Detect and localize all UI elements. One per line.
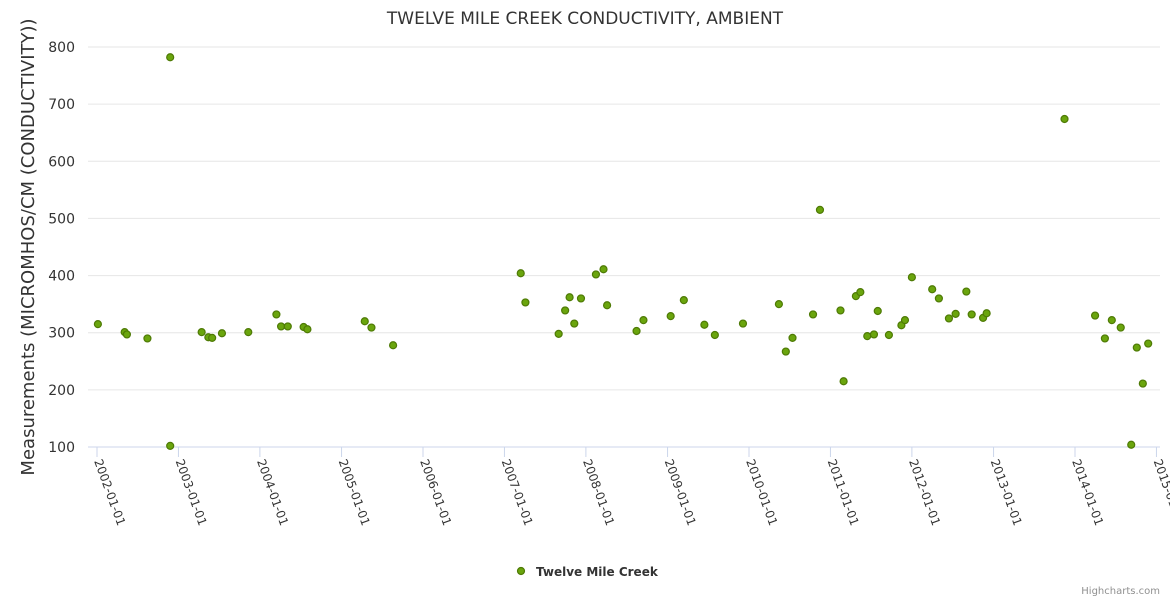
y-tick-label: 600	[48, 154, 75, 170]
data-point[interactable]	[283, 322, 292, 331]
data-point[interactable]	[166, 441, 175, 450]
data-point[interactable]	[639, 316, 648, 325]
y-tick-label: 100	[48, 440, 75, 456]
data-point[interactable]	[303, 325, 312, 334]
data-point[interactable]	[836, 306, 845, 315]
data-point[interactable]	[521, 298, 530, 307]
data-point[interactable]	[554, 329, 563, 338]
x-tick-label: 2014-01-01	[1069, 457, 1106, 527]
data-point[interactable]	[570, 319, 579, 328]
data-point[interactable]	[1100, 334, 1110, 343]
data-point[interactable]	[166, 53, 175, 62]
data-point[interactable]	[93, 320, 102, 329]
data-point[interactable]	[944, 314, 954, 323]
legend[interactable]: Twelve Mile Creek	[516, 565, 659, 579]
x-tick-label: 2007-01-01	[499, 457, 536, 527]
data-point[interactable]	[700, 320, 709, 329]
data-point[interactable]	[679, 296, 688, 305]
data-point[interactable]	[907, 273, 916, 282]
data-point[interactable]	[982, 309, 991, 318]
x-tick-label: 2003-01-01	[173, 457, 210, 527]
data-point[interactable]	[388, 341, 398, 350]
data-point[interactable]	[591, 270, 601, 279]
data-point[interactable]	[197, 328, 206, 337]
y-tick-label: 700	[48, 97, 75, 113]
data-point[interactable]	[873, 306, 882, 316]
data-point[interactable]	[576, 294, 586, 303]
data-point[interactable]	[869, 330, 879, 339]
data-point[interactable]	[244, 328, 253, 337]
data-point[interactable]	[1132, 343, 1141, 352]
x-axis-ticks: 2002-01-01 2003-01-01 2004-01-01 2005-01-01…	[91, 447, 1170, 528]
data-point[interactable]	[928, 285, 937, 294]
data-point[interactable]	[208, 333, 217, 342]
x-tick-label: 2008-01-01	[580, 457, 617, 527]
data-point[interactable]	[1060, 114, 1069, 124]
credits[interactable]: Highcharts.com	[1081, 586, 1160, 597]
data-point[interactable]	[272, 310, 281, 319]
data-point[interactable]	[516, 269, 525, 278]
data-point[interactable]	[738, 319, 748, 328]
data-point[interactable]	[815, 205, 825, 214]
data-point[interactable]	[360, 317, 369, 326]
y-tick-label: 300	[48, 326, 75, 342]
data-point[interactable]	[884, 330, 894, 340]
y-axis-title: Measurements (MICROMHOS/CM (CONDUCTIVITY…	[18, 18, 39, 475]
data-point[interactable]	[1127, 440, 1136, 449]
data-point[interactable]	[856, 288, 865, 297]
legend-marker[interactable]	[516, 566, 526, 576]
series-twelve-mile-creek[interactable]	[93, 53, 1153, 450]
data-point[interactable]	[900, 316, 910, 325]
data-point[interactable]	[774, 300, 784, 309]
x-tick-label: 2013-01-01	[988, 457, 1025, 527]
data-point[interactable]	[1144, 339, 1153, 348]
data-point[interactable]	[565, 293, 574, 302]
x-tick-label: 2011-01-01	[825, 457, 862, 527]
data-point[interactable]	[710, 330, 719, 340]
data-point[interactable]	[951, 309, 960, 318]
data-point[interactable]	[934, 294, 943, 303]
data-point[interactable]	[1090, 311, 1100, 320]
x-tick-label: 2006-01-01	[417, 457, 454, 527]
chart-title: TWELVE MILE CREEK CONDUCTIVITY, AMBIENT	[386, 9, 784, 29]
legend-label[interactable]: Twelve Mile Creek	[536, 565, 659, 579]
data-point[interactable]	[1107, 316, 1116, 325]
data-point[interactable]	[967, 310, 976, 319]
y-tick-label: 400	[48, 269, 75, 285]
y-axis-ticks: 100 200 300 400 500 600 700 800	[48, 40, 75, 456]
data-point[interactable]	[808, 310, 818, 319]
x-tick-label: 2012-01-01	[906, 457, 943, 527]
data-point[interactable]	[781, 347, 790, 356]
data-point[interactable]	[276, 322, 286, 331]
data-point[interactable]	[788, 333, 797, 342]
data-point[interactable]	[666, 312, 675, 321]
x-tick-label: 2009-01-01	[662, 457, 699, 527]
x-tick-label: 2005-01-01	[336, 457, 373, 527]
x-tick-label: 2010-01-01	[743, 457, 780, 527]
grid-lines	[88, 46, 1160, 391]
x-tick-label: 2015-01-01	[1151, 457, 1170, 527]
data-point[interactable]	[962, 287, 971, 296]
data-point[interactable]	[632, 326, 641, 336]
data-point[interactable]	[143, 334, 152, 343]
y-tick-label: 200	[48, 383, 75, 399]
data-point[interactable]	[561, 306, 570, 315]
data-point[interactable]	[122, 330, 132, 339]
data-point[interactable]	[1116, 323, 1125, 332]
data-point[interactable]	[839, 377, 848, 386]
x-tick-label: 2002-01-01	[91, 457, 128, 527]
x-tick-label: 2004-01-01	[254, 457, 291, 527]
data-point[interactable]	[602, 301, 612, 310]
data-point[interactable]	[863, 332, 872, 341]
data-point[interactable]	[367, 323, 376, 332]
y-tick-label: 500	[48, 211, 75, 227]
data-point[interactable]	[1138, 379, 1147, 388]
data-point[interactable]	[217, 329, 227, 338]
data-point[interactable]	[599, 265, 608, 274]
y-tick-label: 800	[48, 40, 75, 56]
